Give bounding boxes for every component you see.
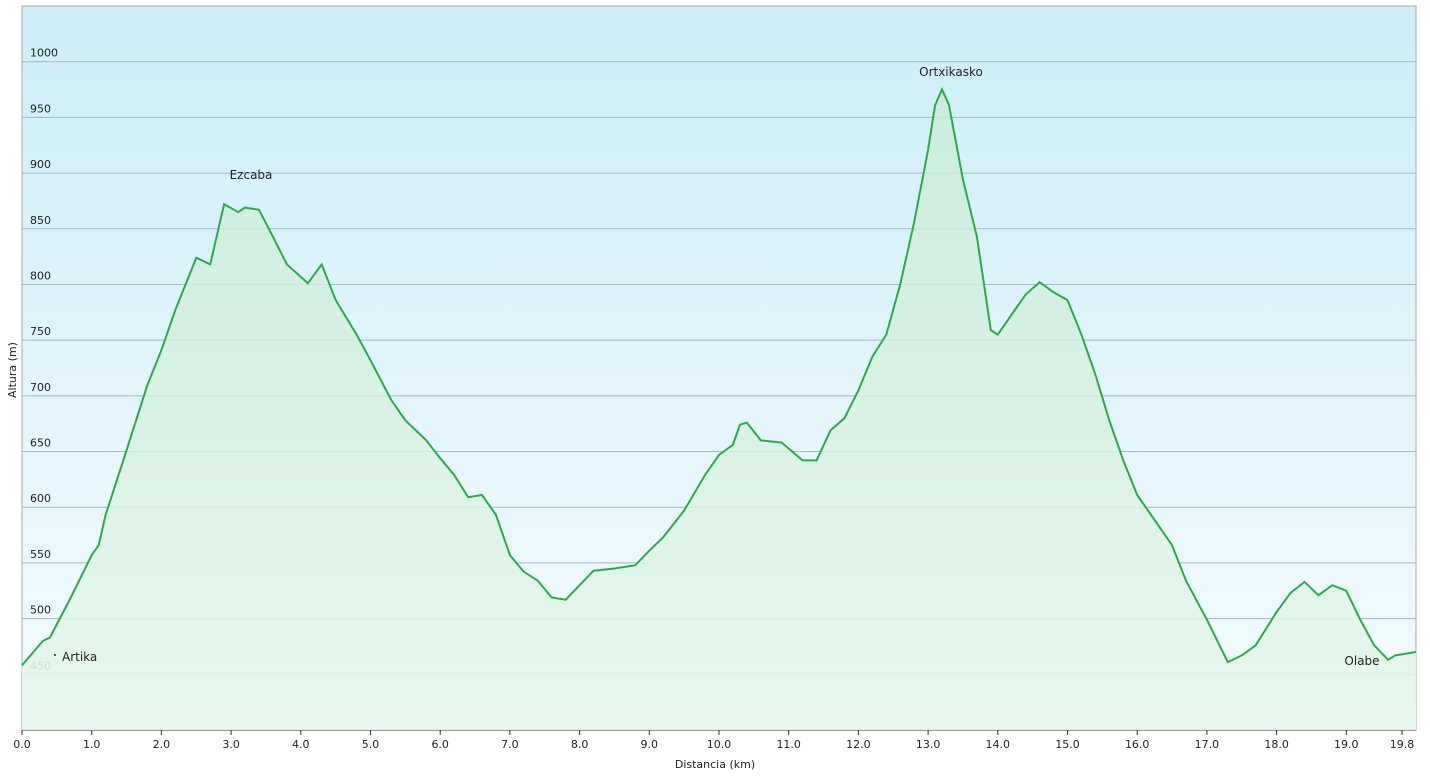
x-tick-label: 7.0	[501, 738, 519, 751]
annotation: Artika	[62, 650, 97, 664]
x-tick-label: 17.0	[1195, 738, 1220, 751]
x-tick-label: 3.0	[222, 738, 240, 751]
annotation: Ortxikasko	[919, 65, 983, 79]
y-tick-label: 1000	[30, 47, 58, 60]
y-tick-label: 650	[30, 437, 51, 450]
x-tick-label: 9.0	[641, 738, 659, 751]
y-tick-label: 750	[30, 325, 51, 338]
x-tick-label: 16.0	[1125, 738, 1150, 751]
annotation-dot	[54, 654, 56, 656]
area-fill	[22, 89, 1416, 730]
y-tick-label: 950	[30, 102, 51, 115]
x-tick-label: 19.8	[1390, 738, 1415, 751]
x-tick-label: 6.0	[431, 738, 449, 751]
y-tick-label: 700	[30, 381, 51, 394]
annotation: Ezcaba	[230, 168, 273, 182]
x-tick-label: 14.0	[986, 738, 1011, 751]
x-tick-label: 12.0	[846, 738, 871, 751]
x-tick-label: 5.0	[362, 738, 380, 751]
y-tick-label: 850	[30, 214, 51, 227]
x-tick-label: 18.0	[1264, 738, 1289, 751]
elevation-line	[21, 87, 1417, 667]
y-tick-label: 600	[30, 492, 51, 505]
y-tick-label: 550	[30, 548, 51, 561]
x-axis-label: Distancia (km)	[675, 758, 755, 771]
x-tick-label: 19.0	[1334, 738, 1359, 751]
x-tick-label: 2.0	[153, 738, 171, 751]
x-tick-label: 8.0	[571, 738, 589, 751]
y-tick-label: 500	[30, 604, 51, 617]
x-tick-label: 10.0	[707, 738, 732, 751]
annotation: Olabe	[1344, 654, 1379, 668]
x-tick-label: 11.0	[776, 738, 801, 751]
x-tick-label: 0.0	[13, 738, 31, 751]
y-tick-label: 900	[30, 158, 51, 171]
x-tick-label: 4.0	[292, 738, 310, 751]
y-axis-label: Altura (m)	[6, 342, 19, 398]
y-tick-label: 800	[30, 269, 51, 282]
x-tick-label: 15.0	[1055, 738, 1080, 751]
x-tick-label: 1.0	[83, 738, 101, 751]
x-tick-label: 13.0	[916, 738, 941, 751]
